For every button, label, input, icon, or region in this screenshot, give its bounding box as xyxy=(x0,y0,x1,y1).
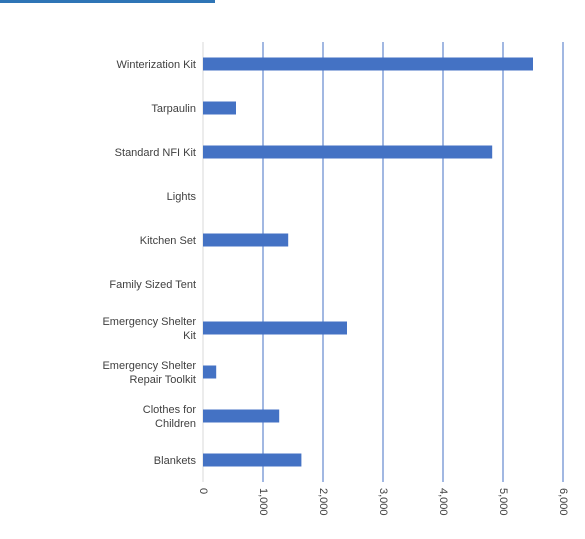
bar-standard-nfi-kit xyxy=(203,145,493,159)
x-tick-label-0: 0 xyxy=(197,488,209,494)
category-label-emergency-shelter-kit: Emergency Shelter Kit xyxy=(102,316,196,342)
top-accent-bar xyxy=(0,0,215,3)
category-label-clothes-for-children: Clothes for Children xyxy=(143,404,197,430)
bar-clothes-for-children xyxy=(203,409,280,423)
category-label-winterization-kit: Winterization Kit xyxy=(117,59,196,71)
x-tick-label-2000: 2,000 xyxy=(317,488,329,516)
x-tick-label-5000: 5,000 xyxy=(497,488,509,516)
bar-tarpaulin xyxy=(203,101,236,115)
category-label-lights: Lights xyxy=(167,191,197,203)
bar-emergency-shelter-repair-toolkit xyxy=(203,365,217,379)
category-label-family-sized-tent: Family Sized Tent xyxy=(109,279,196,291)
bar-kitchen-set xyxy=(203,233,289,247)
bar-winterization-kit xyxy=(203,57,533,71)
bar-blankets xyxy=(203,453,302,467)
x-tick-label-6000: 6,000 xyxy=(557,488,569,516)
x-tick-label-4000: 4,000 xyxy=(437,488,449,516)
category-label-tarpaulin: Tarpaulin xyxy=(151,103,196,115)
category-label-blankets: Blankets xyxy=(154,455,197,467)
x-tick-label-1000: 1,000 xyxy=(257,488,269,516)
bar-emergency-shelter-kit xyxy=(203,321,347,335)
category-label-emergency-shelter-repair-toolkit: Emergency Shelter Repair Toolkit xyxy=(102,360,196,386)
x-tick-label-3000: 3,000 xyxy=(377,488,389,516)
category-label-kitchen-set: Kitchen Set xyxy=(140,235,196,247)
category-label-standard-nfi-kit: Standard NFI Kit xyxy=(115,147,196,159)
